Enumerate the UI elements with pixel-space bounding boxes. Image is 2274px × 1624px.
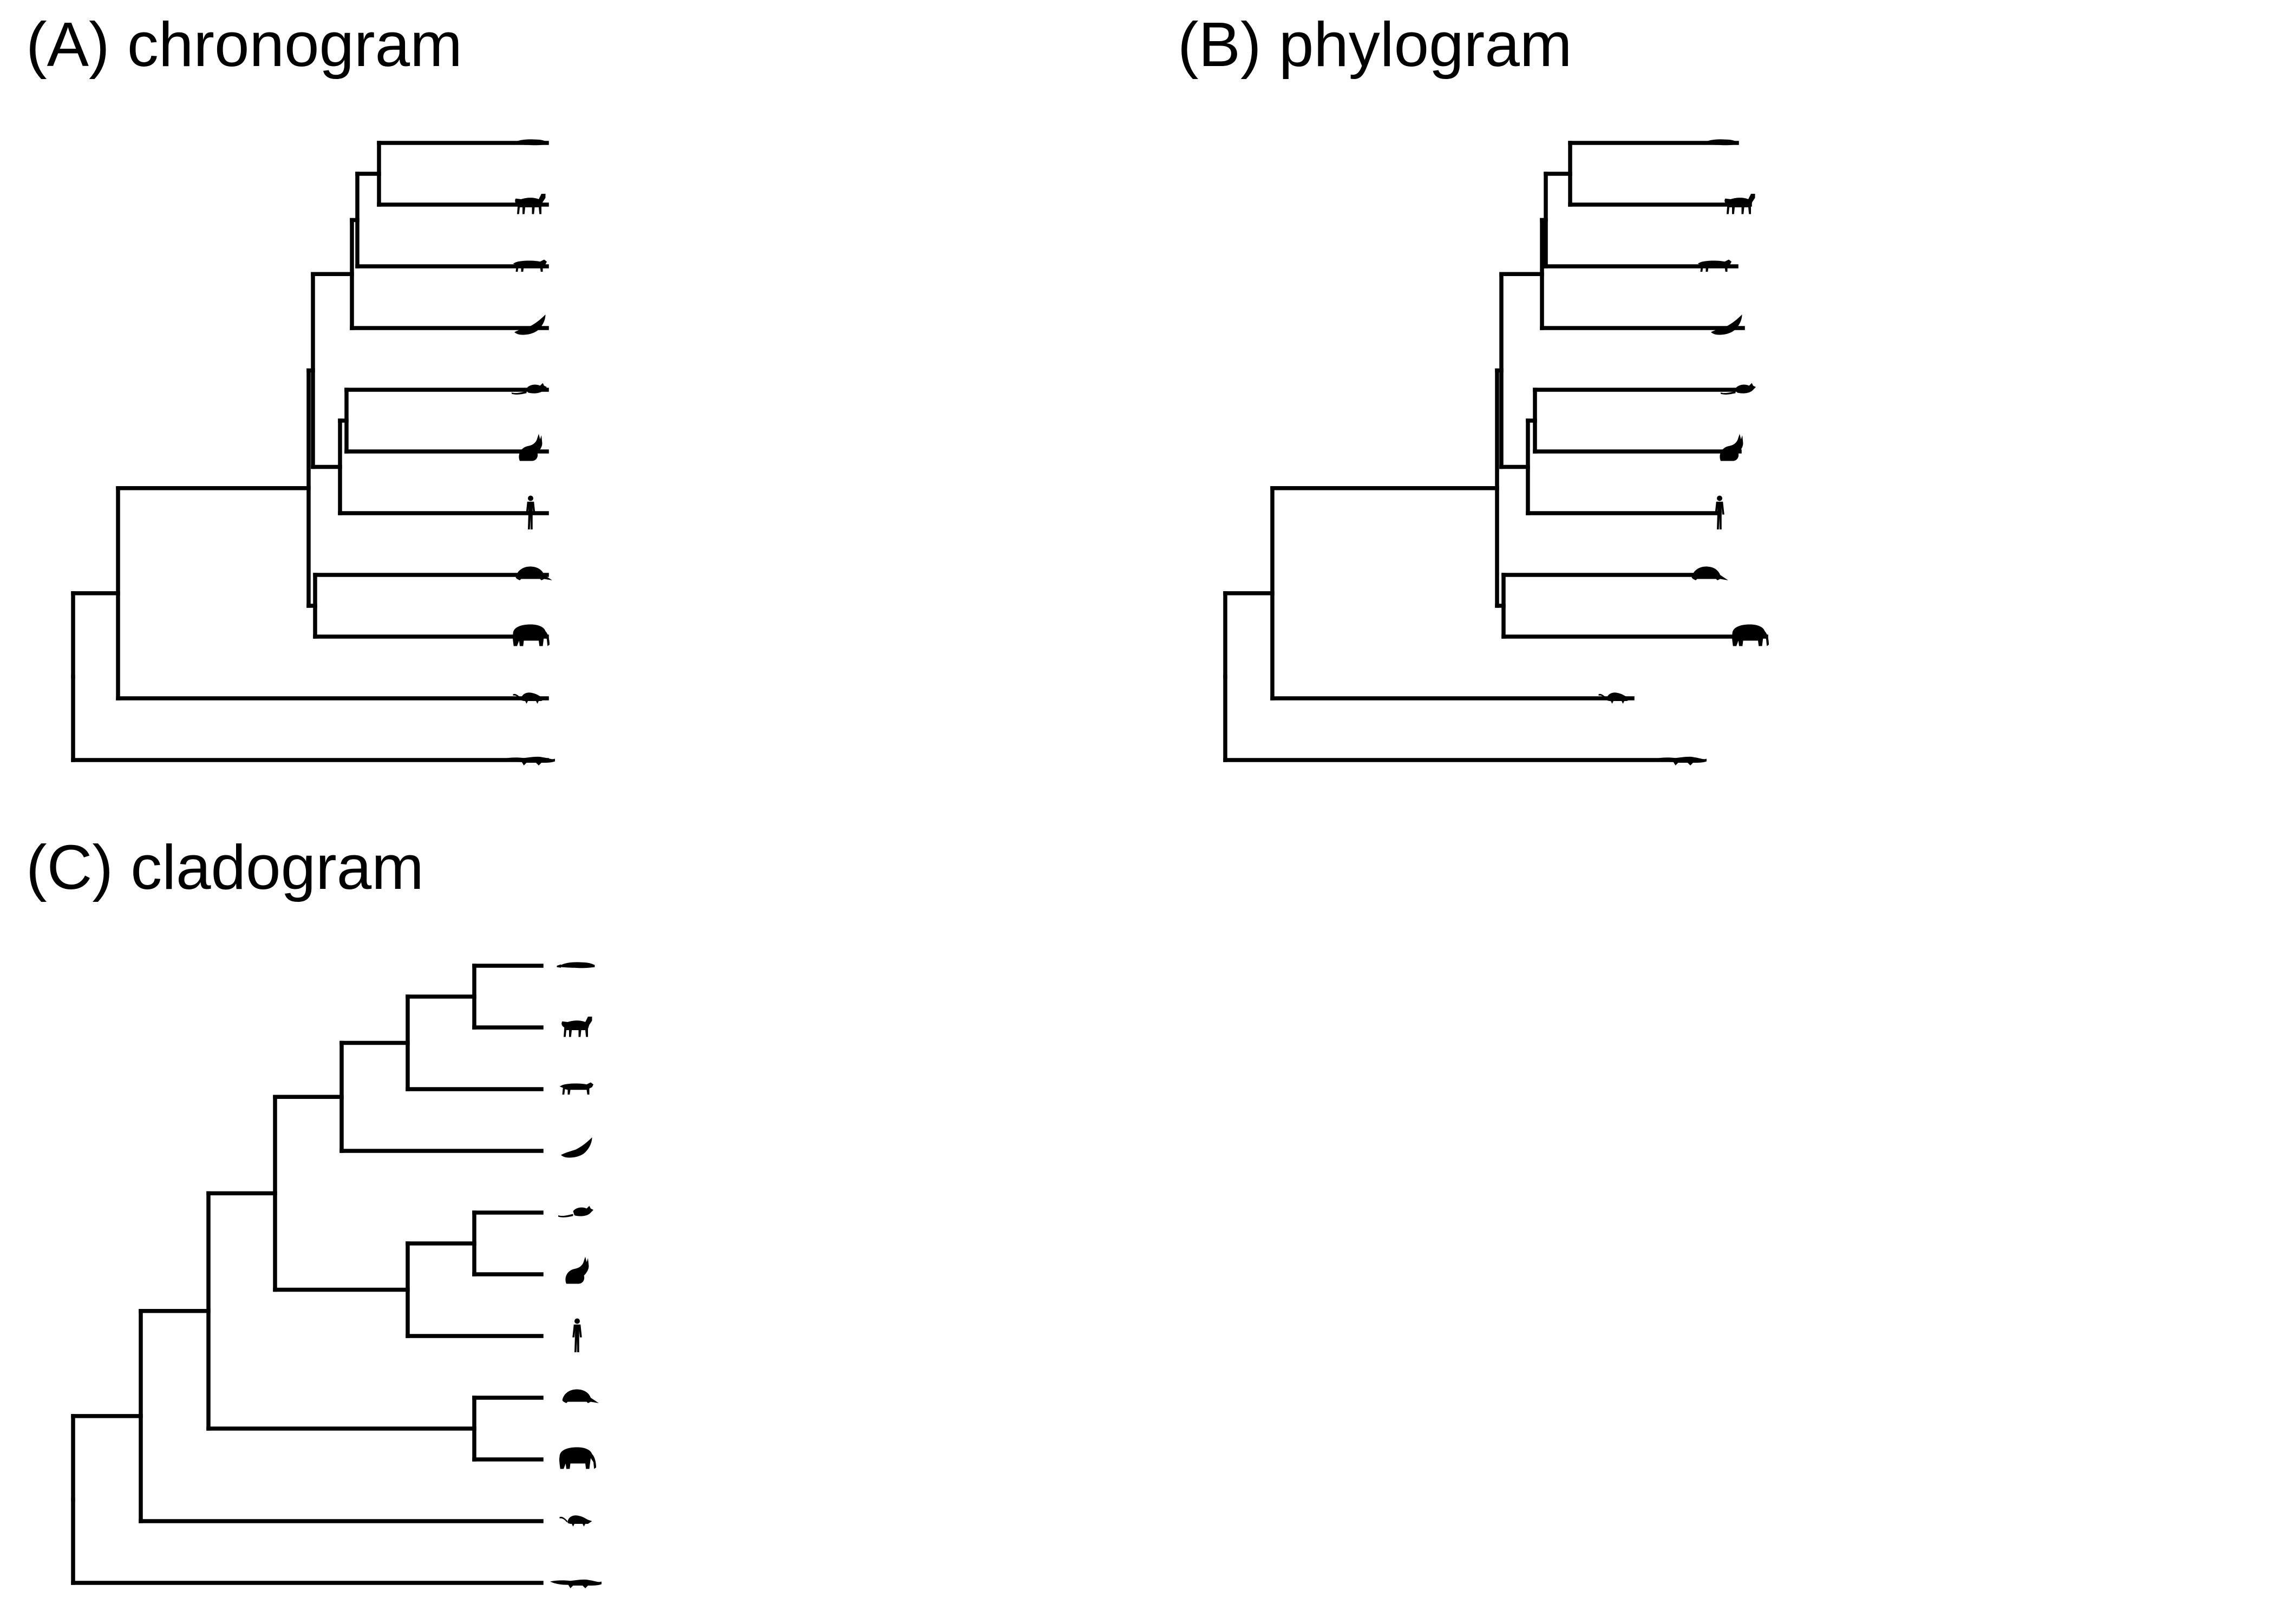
panel-title-phylogram: (B) phylogram [1178, 9, 1572, 80]
panels-layer: (A) chronogram (B) phylogram (C) cladogram [26, 9, 1769, 1588]
panel-chronogram: (A) chronogram [26, 9, 555, 765]
panel-title-chronogram: (A) chronogram [26, 9, 462, 80]
panel-cladogram: (C) cladogram [26, 832, 602, 1588]
panel-phylogram: (B) phylogram [1178, 9, 1769, 765]
tree-branches [71, 141, 549, 762]
tree-branches [71, 964, 544, 1585]
panel-title-cladogram: (C) cladogram [26, 832, 424, 902]
